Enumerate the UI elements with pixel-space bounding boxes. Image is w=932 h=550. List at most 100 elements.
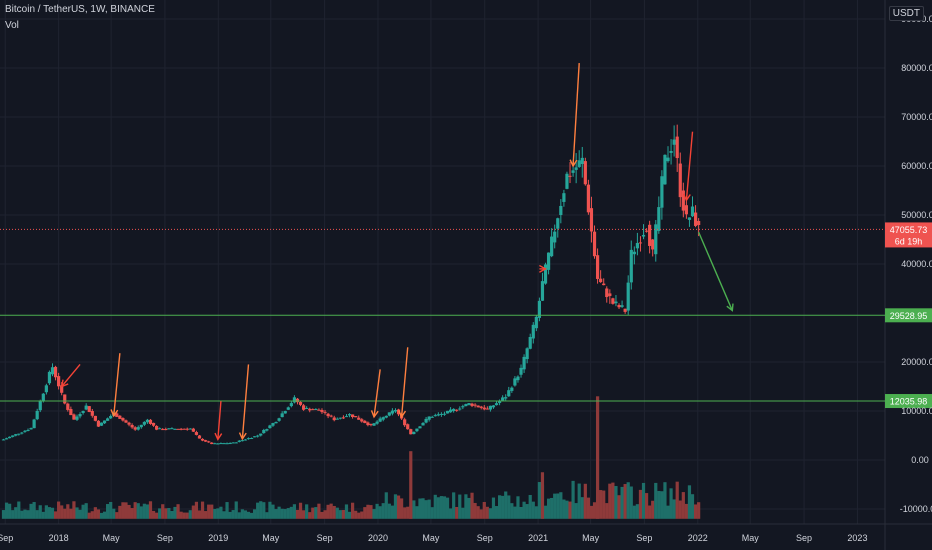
volume-bar	[47, 507, 52, 519]
volume-bar	[666, 505, 670, 519]
volume-bar	[424, 500, 428, 519]
volume-bar	[494, 506, 499, 519]
candle-body	[372, 423, 376, 426]
volume-bar	[323, 510, 327, 519]
candle-body	[519, 367, 523, 375]
candle-body	[513, 378, 517, 386]
volume-bar	[599, 490, 603, 519]
y-tick-label: -10000.00	[900, 504, 932, 514]
volume-bar	[693, 504, 698, 519]
candle-body	[427, 416, 431, 420]
x-tick-label: May	[103, 533, 121, 543]
candle-body	[522, 356, 526, 370]
annotation-arrow	[572, 63, 580, 167]
x-tick-label: 2018	[49, 533, 69, 543]
candle-body	[669, 150, 673, 153]
volume-bar	[41, 511, 45, 519]
candle-body	[497, 400, 502, 403]
candle-body	[452, 408, 456, 411]
volume-bar	[66, 504, 70, 519]
x-tick-label: 2021	[528, 533, 548, 543]
candle-body	[666, 157, 670, 162]
volume-bar	[277, 506, 281, 519]
volume-bar	[84, 503, 88, 519]
volume-bar	[617, 495, 621, 519]
volume-bar	[151, 510, 156, 519]
candle-body	[265, 429, 269, 431]
volume-bar	[14, 507, 18, 519]
candle-body	[50, 367, 55, 375]
volume-bar	[29, 503, 33, 519]
volume-bar	[173, 506, 177, 519]
volume-bar	[644, 493, 649, 519]
candle-body	[295, 398, 300, 403]
candle-body	[433, 415, 437, 417]
volume-bar	[286, 508, 290, 519]
volume-bar	[246, 511, 251, 519]
annotation-arrowhead	[682, 193, 691, 202]
candle-body	[559, 205, 563, 215]
currency-unit-badge[interactable]: USDT	[888, 6, 924, 21]
candle-body	[72, 414, 76, 420]
volume-bar	[399, 498, 404, 519]
volume-bar	[344, 504, 349, 519]
volume-bar	[635, 504, 639, 519]
x-tick-label: Sep	[0, 533, 13, 543]
x-tick-label: Sep	[157, 533, 173, 543]
candle-body	[41, 393, 45, 402]
candle-body	[455, 409, 459, 411]
candle-body	[274, 421, 278, 424]
support-price-badge	[885, 308, 932, 323]
volume-series	[1, 396, 701, 519]
volume-bar	[262, 502, 266, 519]
annotation-arrow	[217, 401, 222, 440]
candle-body	[599, 278, 603, 283]
y-tick-label: 60000.00	[901, 161, 932, 171]
volume-bar	[641, 482, 646, 519]
volume-bar	[482, 501, 486, 519]
candle-body	[657, 207, 661, 231]
volume-bar	[513, 506, 517, 519]
volume-bar	[53, 511, 58, 519]
candle-body	[684, 205, 688, 215]
candle-body	[249, 438, 254, 440]
candle-body	[35, 410, 39, 420]
volume-bar	[240, 509, 244, 519]
candle-body	[531, 324, 535, 339]
candle-body	[151, 422, 156, 426]
volume-bar	[271, 504, 275, 519]
volume-bar	[519, 507, 523, 519]
volume-bar	[118, 505, 122, 519]
volume-bar	[602, 490, 606, 519]
volume-bar	[4, 502, 9, 519]
volume-bar	[102, 511, 107, 519]
volume-bar	[179, 511, 183, 519]
candle-body	[32, 419, 36, 429]
volume-bar	[63, 508, 67, 519]
candle-body	[586, 184, 590, 213]
annotation-arrowhead	[238, 432, 247, 441]
volume-bar	[504, 491, 508, 519]
x-tick-label: Sep	[317, 533, 333, 543]
y-tick-label: 40000.00	[901, 259, 932, 269]
annotation-arrow	[61, 364, 81, 387]
volume-bar	[595, 396, 600, 519]
candle-body	[415, 428, 419, 432]
candle-body	[384, 415, 388, 418]
volume-bar	[164, 508, 168, 519]
candle-body	[69, 409, 73, 416]
volume-bar	[540, 472, 545, 519]
volume-bar	[127, 504, 131, 519]
volume-bar	[510, 503, 514, 519]
volume-indicator-label: Vol	[5, 20, 19, 31]
candle-body	[121, 418, 125, 421]
candle-body	[660, 176, 664, 208]
volume-bar	[654, 482, 658, 519]
volume-bar	[200, 501, 205, 519]
volume-bar	[130, 508, 134, 519]
volume-bar	[1, 510, 6, 519]
candle-body	[200, 438, 205, 441]
volume-bar	[354, 510, 358, 519]
volume-bar	[106, 504, 110, 519]
